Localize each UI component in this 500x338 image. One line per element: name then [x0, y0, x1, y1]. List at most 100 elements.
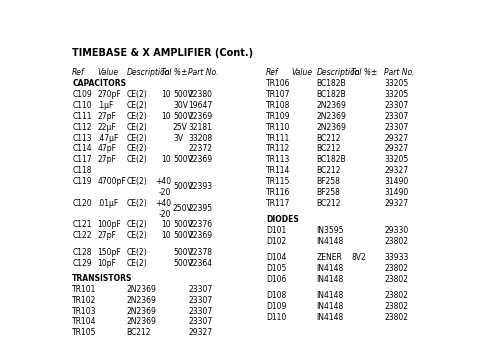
Text: 23307: 23307	[384, 101, 408, 110]
Text: TIMEBASE & X AMPLIFIER (Cont.): TIMEBASE & X AMPLIFIER (Cont.)	[72, 48, 254, 58]
Text: CE(2): CE(2)	[126, 177, 147, 186]
Text: 100pF: 100pF	[98, 220, 121, 230]
Text: 2N2369: 2N2369	[126, 317, 156, 327]
Text: D105: D105	[266, 264, 286, 273]
Text: Value: Value	[98, 68, 118, 77]
Text: BC212: BC212	[316, 134, 341, 143]
Text: 250V: 250V	[173, 204, 193, 213]
Text: TR102: TR102	[72, 296, 96, 305]
Text: CE(2): CE(2)	[126, 220, 147, 230]
Text: BC212: BC212	[316, 166, 341, 175]
Text: 33205: 33205	[384, 79, 408, 88]
Text: 23307: 23307	[188, 296, 212, 305]
Text: C120: C120	[72, 199, 92, 208]
Text: IN4148: IN4148	[316, 237, 344, 246]
Text: C109: C109	[72, 90, 92, 99]
Text: 2N2369: 2N2369	[126, 296, 156, 305]
Text: 23802: 23802	[384, 313, 408, 322]
Text: TR117: TR117	[266, 199, 290, 208]
Text: TR112: TR112	[266, 144, 290, 153]
Text: 22395: 22395	[188, 204, 212, 213]
Text: 23307: 23307	[188, 307, 212, 316]
Text: 500V: 500V	[173, 155, 193, 164]
Text: .01μF: .01μF	[98, 199, 118, 208]
Text: TR104: TR104	[72, 317, 96, 327]
Text: 500V: 500V	[173, 90, 193, 99]
Text: 31490: 31490	[384, 177, 408, 186]
Text: 2N2369: 2N2369	[126, 285, 156, 294]
Text: CE(2): CE(2)	[126, 199, 147, 208]
Text: C122: C122	[72, 232, 92, 240]
Text: BC212: BC212	[316, 144, 341, 153]
Text: D106: D106	[266, 275, 286, 284]
Text: C110: C110	[72, 101, 92, 110]
Text: 47pF: 47pF	[98, 144, 116, 153]
Text: +40: +40	[155, 177, 171, 186]
Text: CE(2): CE(2)	[126, 90, 147, 99]
Text: 29327: 29327	[188, 328, 212, 337]
Text: 10: 10	[162, 220, 171, 230]
Text: BC212: BC212	[126, 328, 151, 337]
Text: IN4148: IN4148	[316, 264, 344, 273]
Text: CE(2): CE(2)	[126, 112, 147, 121]
Text: -20: -20	[158, 210, 171, 219]
Text: TR110: TR110	[266, 123, 290, 132]
Text: 3V: 3V	[173, 134, 183, 143]
Text: 22μF: 22μF	[98, 123, 116, 132]
Text: BC212: BC212	[316, 199, 341, 208]
Text: TR114: TR114	[266, 166, 290, 175]
Text: 500V: 500V	[173, 112, 193, 121]
Text: D108: D108	[266, 291, 286, 300]
Text: 22369: 22369	[188, 155, 212, 164]
Text: 2N2369: 2N2369	[316, 112, 346, 121]
Text: TR111: TR111	[266, 134, 290, 143]
Text: 500V: 500V	[173, 248, 193, 257]
Text: C129: C129	[72, 259, 92, 268]
Text: 25V: 25V	[173, 123, 188, 132]
Text: TR109: TR109	[266, 112, 290, 121]
Text: CE(2): CE(2)	[126, 144, 147, 153]
Text: Ref: Ref	[266, 68, 278, 77]
Text: 22369: 22369	[188, 232, 212, 240]
Text: CE(2): CE(2)	[126, 123, 147, 132]
Text: CE(2): CE(2)	[126, 101, 147, 110]
Text: 32181: 32181	[188, 123, 212, 132]
Text: Description: Description	[126, 68, 170, 77]
Text: 31490: 31490	[384, 188, 408, 197]
Text: 10: 10	[162, 232, 171, 240]
Text: D101: D101	[266, 226, 286, 235]
Text: 33208: 33208	[188, 134, 212, 143]
Text: ZENER: ZENER	[316, 253, 342, 262]
Text: D109: D109	[266, 302, 286, 311]
Text: Tol %±: Tol %±	[162, 68, 188, 77]
Text: CE(2): CE(2)	[126, 155, 147, 164]
Text: D102: D102	[266, 237, 286, 246]
Text: 22378: 22378	[188, 248, 212, 257]
Text: 500V: 500V	[173, 259, 193, 268]
Text: 22372: 22372	[188, 144, 212, 153]
Text: CE(2): CE(2)	[126, 134, 147, 143]
Text: 2N2369: 2N2369	[316, 101, 346, 110]
Text: 23802: 23802	[384, 264, 408, 273]
Text: 33933: 33933	[384, 253, 408, 262]
Text: Part No.: Part No.	[188, 68, 219, 77]
Text: 19647: 19647	[188, 101, 212, 110]
Text: C112: C112	[72, 123, 92, 132]
Text: TR101: TR101	[72, 285, 96, 294]
Text: 150pF: 150pF	[98, 248, 121, 257]
Text: DIODES: DIODES	[266, 215, 298, 224]
Text: 23307: 23307	[188, 317, 212, 327]
Text: C121: C121	[72, 220, 92, 230]
Text: C119: C119	[72, 177, 92, 186]
Text: 2N2369: 2N2369	[316, 123, 346, 132]
Text: C111: C111	[72, 112, 92, 121]
Text: C128: C128	[72, 248, 92, 257]
Text: TR107: TR107	[266, 90, 290, 99]
Text: 27pF: 27pF	[98, 112, 116, 121]
Text: C113: C113	[72, 134, 92, 143]
Text: 22393: 22393	[188, 183, 212, 191]
Text: 22376: 22376	[188, 220, 212, 230]
Text: .47μF: .47μF	[98, 134, 119, 143]
Text: 10: 10	[162, 112, 171, 121]
Text: TR106: TR106	[266, 79, 290, 88]
